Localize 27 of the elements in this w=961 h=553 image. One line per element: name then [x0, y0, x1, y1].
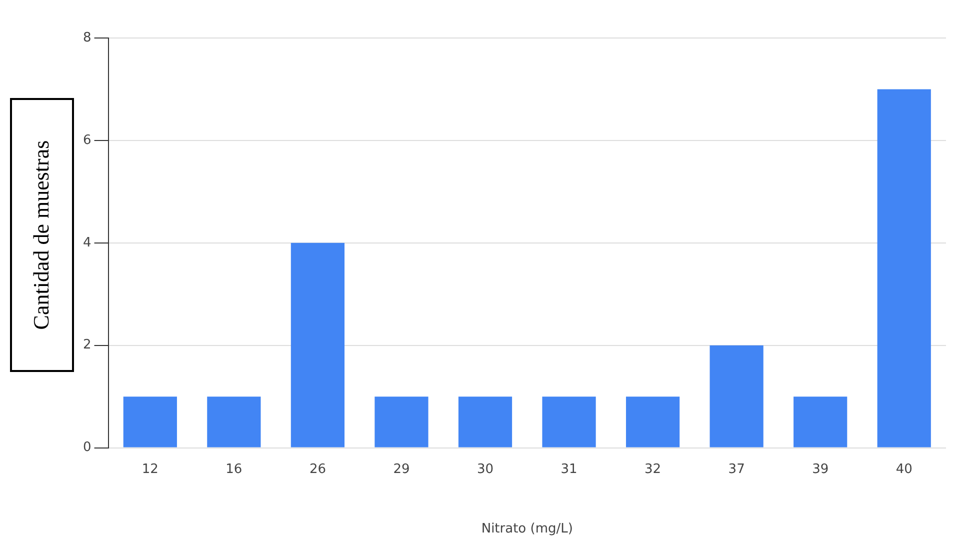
bar	[542, 396, 596, 448]
bar	[290, 242, 345, 448]
x-tick-label: 31	[560, 462, 578, 477]
bar	[207, 396, 261, 448]
bar	[710, 345, 764, 448]
y-tick-label: 4	[82, 235, 92, 250]
x-tick-label: 37	[728, 462, 745, 477]
x-tick-label: 12	[142, 462, 158, 477]
bar	[458, 396, 512, 448]
x-tick-label: 32	[644, 462, 662, 477]
bar	[123, 396, 177, 448]
bar	[626, 396, 680, 448]
x-tick-label: 29	[393, 462, 410, 477]
x-axis-title: Nitrato (mg/L)	[481, 522, 573, 537]
y-tick-label: 6	[82, 132, 92, 148]
x-tick-label: 40	[896, 462, 912, 477]
x-tick-label: 30	[476, 462, 494, 477]
x-tick-label: 26	[309, 462, 326, 477]
bar	[877, 89, 931, 448]
y-tick-label: 8	[82, 30, 92, 46]
y-tick-label: 2	[82, 338, 92, 353]
x-tick-label: 16	[226, 462, 242, 477]
x-tick-label: 39	[812, 462, 829, 477]
y-axis-title: Cantidad de muestras	[29, 140, 55, 330]
bar	[794, 396, 848, 448]
bar	[374, 396, 428, 448]
y-tick-label: 0	[82, 440, 92, 456]
